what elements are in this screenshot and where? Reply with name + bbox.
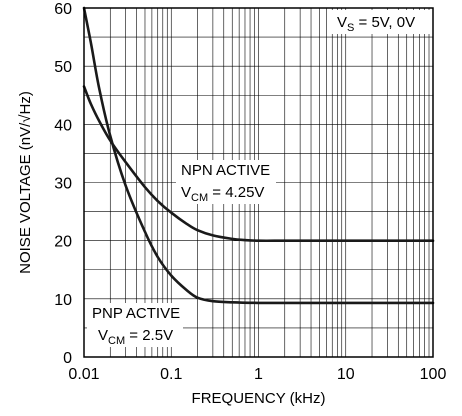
x-tick-label: 1: [254, 366, 263, 383]
pnp-vcm-label: VCM = 2.5V: [98, 327, 173, 347]
y-axis-label: NOISE VOLTAGE (nV/√Hz): [17, 91, 34, 274]
y-tick-label: 30: [54, 176, 72, 193]
npn-vcm-label: VCM = 4.25V: [181, 184, 264, 204]
series-lines: [82, 6, 435, 305]
npn-label-bg: [176, 160, 276, 204]
pnp-label-bg: [87, 303, 183, 347]
x-axis-label: FREQUENCY (kHz): [192, 390, 326, 407]
tick-labels: 0.01 0.1 1 10 100 0 10 20 30 40 50 60: [54, 1, 446, 383]
x-tick-label: 10: [337, 366, 355, 383]
y-tick-label: 50: [54, 59, 72, 76]
pnp-noise-line: [82, 6, 435, 305]
condition-annotation: VS = 5V, 0V: [337, 14, 415, 34]
npn-noise-line: [82, 85, 435, 243]
npn-active-label: NPN ACTIVE: [181, 162, 270, 179]
y-tick-label: 20: [54, 234, 72, 251]
condition-label-bg: [331, 10, 431, 34]
y-tick-label: 60: [54, 1, 72, 18]
y-tick-label: 0: [63, 350, 72, 367]
x-tick-label: 0.01: [68, 366, 99, 383]
x-tick-label: 0.1: [160, 366, 182, 383]
y-tick-label: 10: [54, 292, 72, 309]
plot-frame: [83, 7, 434, 358]
y-tick-label: 40: [54, 117, 72, 134]
x-tick-label: 100: [420, 366, 447, 383]
pnp-active-label: PNP ACTIVE: [92, 305, 180, 322]
